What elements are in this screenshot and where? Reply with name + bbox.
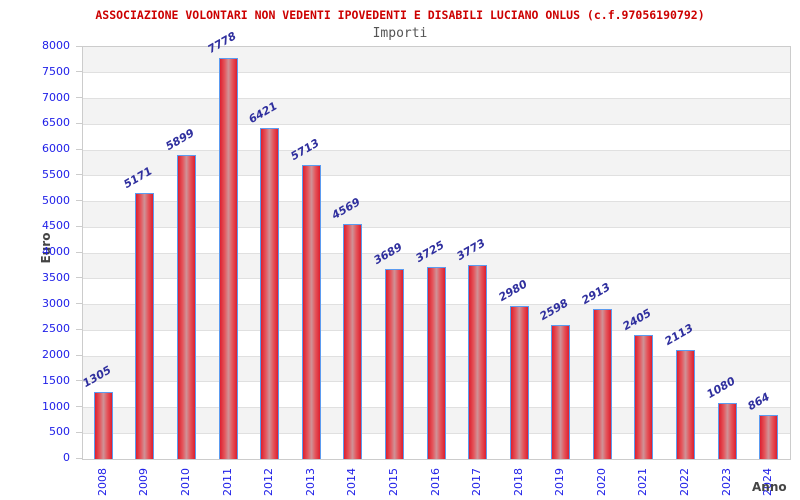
x-tick-label: 2009 <box>137 468 151 496</box>
bar-2015 <box>384 269 404 459</box>
y-tick-label: 5500 <box>42 167 70 181</box>
y-tick-label: 6500 <box>42 116 70 130</box>
y-tick-mark <box>76 406 82 407</box>
y-tick-mark <box>76 225 82 227</box>
chart-title: ASSOCIAZIONE VOLONTARI NON VEDENTI IPOVE… <box>95 8 705 22</box>
grid-band <box>83 98 790 125</box>
y-tick-label: 6000 <box>42 142 70 155</box>
y-tick-mark <box>76 303 82 304</box>
y-tick-mark <box>76 251 82 253</box>
bar-2017 <box>468 264 488 459</box>
bar-2022 <box>676 350 696 459</box>
x-axis-title: Anno <box>752 480 787 494</box>
y-tick-mark <box>76 277 82 279</box>
grid-band <box>83 227 790 253</box>
x-tick-label: 2021 <box>636 468 650 496</box>
bar-2019 <box>551 325 571 459</box>
y-tick-label: 0 <box>63 451 70 464</box>
y-tick-label: 500 <box>49 425 70 439</box>
chart-subtitle: Importi <box>372 26 428 41</box>
bar-2018 <box>509 305 529 459</box>
x-tick-label: 2017 <box>470 468 484 496</box>
y-tick-label: 2500 <box>42 322 70 336</box>
grid-band <box>83 201 790 228</box>
bar-2008 <box>93 391 113 459</box>
y-tick-mark <box>76 380 82 382</box>
y-tick-mark <box>76 431 82 433</box>
x-tick-label: 2023 <box>719 468 733 496</box>
grid-line <box>83 123 790 125</box>
x-tick-label: 2022 <box>678 468 692 496</box>
bar-2012 <box>260 128 280 459</box>
bar-2024 <box>759 414 779 459</box>
y-tick-mark <box>76 354 82 356</box>
grid-line <box>83 175 790 177</box>
y-tick-label: 8000 <box>42 39 70 52</box>
grid-line <box>83 252 790 254</box>
bar-2013 <box>301 164 321 459</box>
y-tick-label: 1000 <box>42 399 70 413</box>
grid-line <box>83 98 790 99</box>
grid-band <box>83 124 790 150</box>
bar-2014 <box>343 223 363 459</box>
bar-2016 <box>426 267 446 459</box>
grid-line <box>83 149 790 151</box>
bar-2021 <box>634 335 654 459</box>
y-tick-label: 5000 <box>42 193 70 207</box>
y-tick-label: 2000 <box>42 348 70 361</box>
y-tick-mark <box>76 122 82 124</box>
x-tick-label: 2014 <box>345 468 359 496</box>
y-tick-mark <box>76 148 82 150</box>
plot-area: 1305 5171 5899 7778 6421 5713 4569 3689 3725 3773… <box>80 30 791 460</box>
grid-line <box>83 226 790 228</box>
x-tick-label: 2019 <box>553 468 567 496</box>
x-tick-label: 2018 <box>511 468 525 496</box>
x-tick-label: 2015 <box>386 468 400 496</box>
x-tick-label: 2008 <box>95 468 109 496</box>
grid-band <box>83 150 790 176</box>
y-tick-mark <box>76 71 82 73</box>
x-tick-label: 2016 <box>428 468 442 496</box>
grid-line <box>83 201 790 202</box>
bar-2009 <box>135 192 155 459</box>
bar-2020 <box>592 308 612 459</box>
y-tick-mark <box>76 200 82 201</box>
grid-band <box>83 72 790 99</box>
y-tick-mark <box>76 174 82 176</box>
y-tick-label: 7000 <box>42 90 70 104</box>
x-tick-label: 2012 <box>262 468 276 496</box>
y-tick-mark <box>76 45 82 47</box>
y-tick-label: 4000 <box>42 245 70 258</box>
bar-2023 <box>717 403 737 459</box>
y-tick-label: 4500 <box>42 219 70 233</box>
grid-line <box>83 72 790 74</box>
x-tick-label: 2011 <box>220 468 234 496</box>
x-tick-label: 2010 <box>178 468 192 496</box>
bar-2010 <box>176 155 196 459</box>
y-tick-label: 1500 <box>42 373 70 387</box>
y-tick-mark <box>76 457 82 459</box>
y-tick-label: 3500 <box>42 270 70 284</box>
y-tick-label: 7500 <box>42 64 70 78</box>
y-tick-mark <box>76 97 82 98</box>
y-tick-label: 3000 <box>42 296 70 310</box>
grid-band <box>83 175 790 202</box>
bar-2011 <box>218 58 238 459</box>
x-tick-label: 2020 <box>594 468 608 496</box>
y-tick-mark <box>76 328 82 330</box>
x-tick-label: 2013 <box>303 468 317 496</box>
grid-band <box>83 47 790 73</box>
